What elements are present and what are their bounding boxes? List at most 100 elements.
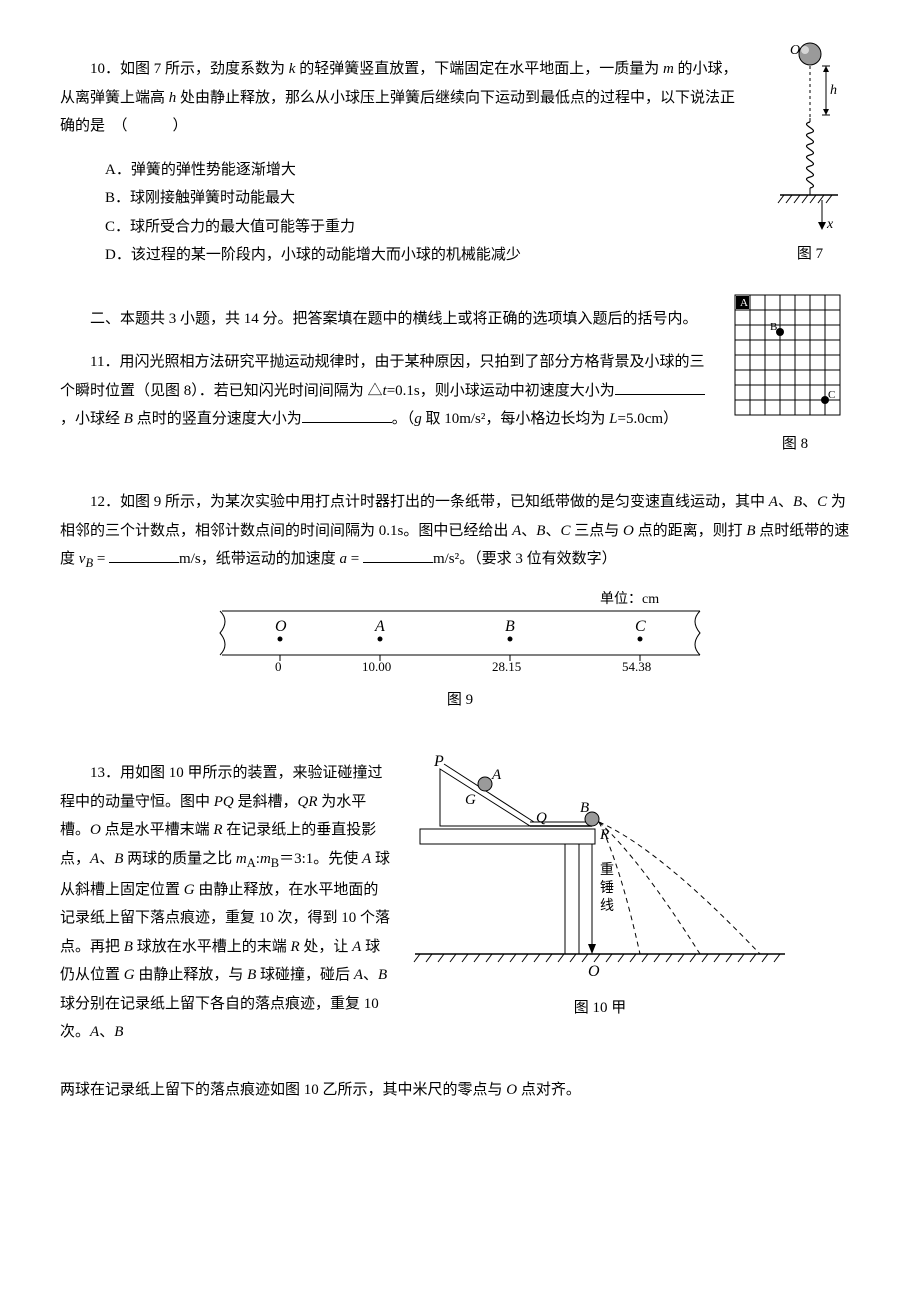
q13-QR: QR <box>298 794 318 810</box>
q13-A4: A <box>354 967 363 983</box>
q13-B2: B <box>124 939 133 955</box>
figure-7-label: 图 7 <box>760 240 860 269</box>
q13-s11: 球放在水平槽上的末端 <box>133 939 291 955</box>
q10-stem: 10．如图 7 所示，劲度系数为 k 的轻弹簧竖直放置，下端固定在水平地面上，一… <box>60 55 740 141</box>
section-2-header: 二、本题共 3 小题，共 14 分。把答案填在题中的横线上或将正确的选项填入题后… <box>60 305 710 334</box>
q13-B5: B <box>114 1024 123 1040</box>
figure-10: P G Q A B R 重 锤 线 <box>410 744 790 1023</box>
q12-A2: A <box>512 523 521 539</box>
q10-stem-1: 10．如图 7 所示，劲度系数为 <box>90 61 289 77</box>
svg-text:28.15: 28.15 <box>492 659 521 671</box>
q13-B3: B <box>247 967 256 983</box>
q12-a: a <box>339 551 347 567</box>
q10-opt-c: C．球所受合力的最大值可能等于重力 <box>105 213 740 242</box>
q12-stem: 12．如图 9 所示，为某次实验中用打点计时器打出的一条纸带，已知纸带做的是匀变… <box>60 488 860 576</box>
q13-s7: 两球的质量之比 <box>123 851 236 867</box>
q13-s6: 、 <box>99 851 114 867</box>
svg-text:B: B <box>770 321 777 333</box>
q13-mB: B <box>271 856 279 870</box>
q13-G2: G <box>124 967 135 983</box>
q12-s3: 、 <box>802 494 817 510</box>
q10-opt-b: B．球刚接触弹簧时动能最大 <box>105 184 740 213</box>
q13-A3: A <box>352 939 361 955</box>
q12-s5: 、 <box>521 523 536 539</box>
question-13: 13．用如图 10 甲所示的装置，来验证碰撞过程中的动量守恒。图中 PQ 是斜槽… <box>60 744 860 1061</box>
svg-text:O: O <box>588 963 600 980</box>
q11-blank-2 <box>302 407 392 423</box>
q13-s4: 点是水平槽末端 <box>101 822 214 838</box>
q11-s3: ，小球经 <box>60 411 124 427</box>
q13-A2: A <box>362 851 371 867</box>
q12-B3: B <box>746 523 755 539</box>
q12-s6: 、 <box>545 523 560 539</box>
q11-s2: =0.1s，则小球运动中初速度大小为 <box>387 383 615 399</box>
figure-8: A B C 图 8 <box>730 290 860 459</box>
q13-G1: G <box>184 882 195 898</box>
q13-A5: A <box>90 1024 99 1040</box>
svg-text:54.38: 54.38 <box>622 659 651 671</box>
q13-s14: 由静止释放，与 <box>135 967 248 983</box>
question-12: 12．如图 9 所示，为某次实验中用打点计时器打出的一条纸带，已知纸带做的是匀变… <box>60 488 860 714</box>
figure-7: O h <box>760 40 860 269</box>
q13-B4: B <box>378 967 387 983</box>
q12-s11: m/s，纸带运动的加速度 <box>179 551 339 567</box>
q13-mA: A <box>247 856 256 870</box>
q11-blank-1 <box>615 379 705 395</box>
q13-B1: B <box>114 851 123 867</box>
figure-10-label: 图 10 甲 <box>410 994 790 1023</box>
svg-text:O: O <box>275 618 287 635</box>
q13-s15: 球碰撞，碰后 <box>256 967 354 983</box>
q11-s7: =5.0cm） <box>617 411 678 427</box>
q12-blank-2 <box>363 547 433 563</box>
q10-options: A．弹簧的弹性势能逐渐增大 B．球刚接触弹簧时动能最大 C．球所受合力的最大值可… <box>105 156 740 270</box>
q13-m2: m <box>260 851 271 867</box>
svg-text:B: B <box>580 800 589 816</box>
q12-s10: = <box>93 551 109 567</box>
svg-text:0: 0 <box>275 659 282 671</box>
q13-s18: 、 <box>99 1024 114 1040</box>
svg-text:Q: Q <box>536 810 547 826</box>
q13-s8: ＝3:1。先使 <box>279 851 362 867</box>
svg-text:C: C <box>828 389 835 401</box>
svg-text:重: 重 <box>600 862 614 878</box>
q12-A1: A <box>769 494 778 510</box>
q12-C2: C <box>560 523 570 539</box>
q13-R1: R <box>213 822 222 838</box>
svg-text:10.00: 10.00 <box>362 659 391 671</box>
figure-9: 单位：cm O A B C 0 10.00 28.15 54.38 图 9 <box>60 591 860 715</box>
q12-C1: C <box>817 494 827 510</box>
figure-8-svg: A B C <box>730 290 850 430</box>
q11-stem: 11．用闪光照相方法研究平抛运动规律时，由于某种原因，只拍到了部分方格背景及小球… <box>60 348 710 434</box>
q12-O: O <box>623 523 634 539</box>
q13-O2: O <box>506 1082 517 1098</box>
q11-B: B <box>124 411 133 427</box>
section-2-and-q11: 二、本题共 3 小题，共 14 分。把答案填在题中的横线上或将正确的选项填入题后… <box>60 290 860 459</box>
q12-s1: 12．如图 9 所示，为某次实验中用打点计时器打出的一条纸带，已知纸带做的是匀变… <box>90 494 769 510</box>
svg-text:G: G <box>465 792 476 808</box>
q11-s4: 点时的竖直分速度大小为 <box>133 411 302 427</box>
q12-B1: B <box>793 494 802 510</box>
q13-stem-p1: 13．用如图 10 甲所示的装置，来验证碰撞过程中的动量守恒。图中 PQ 是斜槽… <box>60 759 390 1046</box>
q12-blank-1 <box>109 547 179 563</box>
q13-R2: R <box>290 939 299 955</box>
figure-9-svg: 单位：cm O A B C 0 10.00 28.15 54.38 <box>200 591 720 671</box>
svg-text:A: A <box>491 767 502 783</box>
svg-text:h: h <box>830 83 837 98</box>
svg-text:A: A <box>740 297 748 309</box>
svg-text:线: 线 <box>600 898 614 914</box>
q12-vsub: B <box>85 556 93 570</box>
q10-stem-2: 的轻弹簧竖直放置，下端固定在水平地面上，一质量为 <box>295 61 663 77</box>
q12-s12: = <box>347 551 363 567</box>
q13-s12: 处，让 <box>300 939 353 955</box>
q10-opt-a: A．弹簧的弹性势能逐渐增大 <box>105 156 740 185</box>
figure-7-svg: O h <box>760 40 840 240</box>
q10-opt-d: D．该过程的某一阶段内，小球的动能增大而小球的机械能减少 <box>105 241 740 270</box>
q13-A1: A <box>90 851 99 867</box>
q13-s19: 两球在记录纸上留下的落点痕迹如图 10 乙所示，其中米尺的零点与 <box>60 1082 506 1098</box>
svg-text:O: O <box>790 43 800 58</box>
q13-text: 13．用如图 10 甲所示的装置，来验证碰撞过程中的动量守恒。图中 PQ 是斜槽… <box>60 744 390 1061</box>
q13-s16: 、 <box>363 967 378 983</box>
svg-text:x: x <box>826 217 834 232</box>
q10-text: 10．如图 7 所示，劲度系数为 k 的轻弹簧竖直放置，下端固定在水平地面上，一… <box>60 40 740 270</box>
figure-8-label: 图 8 <box>730 430 860 459</box>
